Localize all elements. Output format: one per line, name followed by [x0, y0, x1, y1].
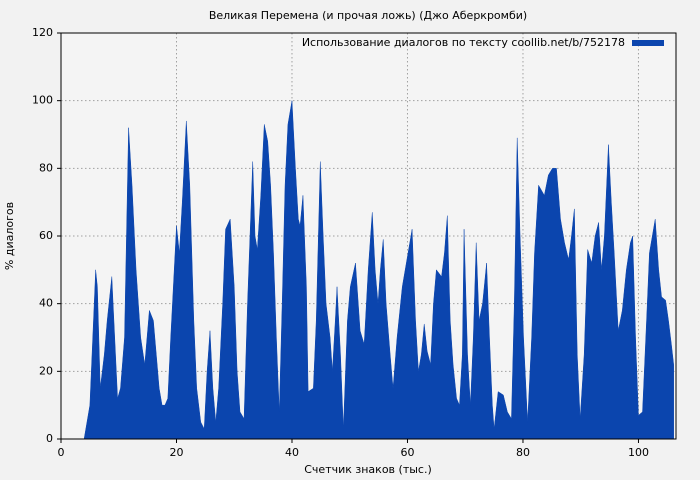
- x-tick-label: 0: [58, 446, 65, 459]
- plot-frame: [60, 32, 677, 440]
- x-tick-label: 40: [285, 446, 299, 459]
- x-tick-label: 20: [169, 446, 183, 459]
- x-tick-label: 80: [516, 446, 530, 459]
- y-tick-label: 100: [32, 94, 53, 107]
- legend-swatch: [632, 40, 664, 46]
- x-tick-label: 60: [400, 446, 414, 459]
- y-axis-label: % диалогов: [3, 202, 16, 270]
- legend-label: Использование диалогов по тексту coollib…: [302, 36, 625, 49]
- y-tick-label: 80: [39, 161, 53, 174]
- y-tick-label: 60: [39, 229, 53, 242]
- chart-title: Великая Перемена (и прочая ложь) (Джо Аб…: [209, 9, 527, 22]
- y-tick-label: 20: [39, 364, 53, 377]
- y-tick-label: 120: [32, 26, 53, 39]
- x-tick-label: 100: [628, 446, 649, 459]
- area: [83, 100, 674, 440]
- y-tick-label: 0: [46, 432, 53, 445]
- x-axis-label: Счетчик знаков (тыс.): [304, 463, 432, 476]
- y-tick-label: 40: [39, 297, 53, 310]
